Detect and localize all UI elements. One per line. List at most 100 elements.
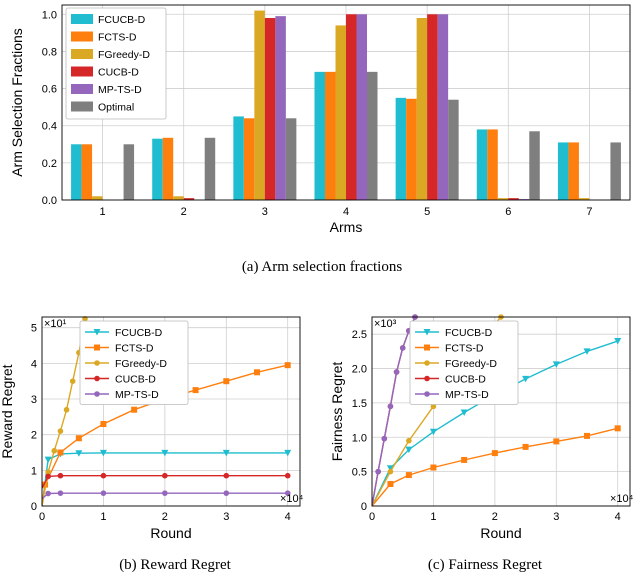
bar xyxy=(314,71,325,200)
legend-label: MP-TS-D xyxy=(445,389,489,401)
bar xyxy=(162,137,174,200)
legend-swatch xyxy=(71,84,93,94)
data-point xyxy=(223,378,230,385)
bar xyxy=(243,118,255,200)
x-tick-label: 1 xyxy=(430,511,436,523)
data-point xyxy=(522,443,529,450)
bar xyxy=(476,129,488,200)
data-point xyxy=(583,348,591,355)
y-tick-label: 3 xyxy=(31,394,37,406)
bar xyxy=(356,14,367,200)
data-point xyxy=(161,449,169,457)
data-point xyxy=(461,456,468,463)
y-tick-label: 5 xyxy=(31,323,37,335)
legend-label: Optimal xyxy=(98,102,134,114)
bar xyxy=(395,97,407,200)
data-point xyxy=(375,468,381,475)
legend-label: MP-TS-D xyxy=(115,389,159,401)
data-point xyxy=(75,450,83,457)
bar xyxy=(416,18,428,200)
x-tick-label: 2 xyxy=(162,511,168,523)
data-point xyxy=(284,472,291,479)
y-axis-label: Fairness Regret xyxy=(329,362,345,462)
bar xyxy=(123,144,135,200)
bar xyxy=(71,144,82,200)
x-tick-label: 7 xyxy=(586,206,592,218)
y-tick-label: 1.5 xyxy=(352,398,367,410)
data-point xyxy=(45,490,51,497)
data-point xyxy=(553,438,560,445)
bar xyxy=(81,144,93,200)
data-point xyxy=(522,375,530,383)
bar xyxy=(406,98,417,200)
bar xyxy=(610,142,621,200)
x-axis-label: Round xyxy=(480,525,521,541)
data-point xyxy=(552,361,560,368)
x-tick-label: 2 xyxy=(492,511,498,523)
legend-box xyxy=(79,320,189,405)
legend-label: FCTS-D xyxy=(98,32,137,44)
bar xyxy=(529,131,540,200)
x-scale-label: ×10⁴ xyxy=(280,493,304,505)
bar xyxy=(152,138,163,200)
legend-label: FGreedy-D xyxy=(115,358,167,370)
legend-label: MP-TS-D xyxy=(98,84,142,96)
y-tick-label: 1 xyxy=(31,465,37,477)
series-line xyxy=(372,317,416,506)
data-point xyxy=(405,472,412,479)
data-point xyxy=(584,432,590,439)
x-tick-label: 1 xyxy=(100,206,106,218)
bar xyxy=(487,129,498,200)
y-tick-label: 0 xyxy=(31,501,37,513)
data-point xyxy=(386,465,394,472)
y-tick-label: 0.8 xyxy=(42,46,57,58)
data-point xyxy=(614,338,622,345)
data-point xyxy=(57,449,64,456)
data-point xyxy=(284,490,291,496)
y-tick-label: 0.4 xyxy=(42,121,57,133)
y-tick-label: 0.0 xyxy=(42,195,57,207)
data-point xyxy=(51,447,58,454)
data-point xyxy=(99,449,107,457)
x-tick-label: 6 xyxy=(505,206,511,218)
x-scale-label: ×10⁴ xyxy=(610,493,634,505)
y-tick-label: 2.5 xyxy=(352,329,367,341)
y-tick-label: 0.5 xyxy=(352,467,367,479)
data-point xyxy=(254,369,260,376)
data-point xyxy=(399,345,406,351)
legend-swatch xyxy=(71,101,93,112)
data-point xyxy=(387,468,394,475)
y-scale-label: ×10³ xyxy=(374,318,397,330)
data-point xyxy=(162,490,168,496)
x-tick-label: 5 xyxy=(424,206,430,218)
data-point xyxy=(284,362,291,369)
data-point xyxy=(223,490,230,496)
legend-label: FCTS-D xyxy=(445,343,484,355)
y-tick-label: 0.6 xyxy=(42,84,57,96)
x-tick-label: 4 xyxy=(285,511,291,523)
series-line xyxy=(372,427,618,506)
caption-c: (c) Fairness Regret xyxy=(427,557,543,573)
legend-swatch xyxy=(71,49,93,59)
data-point xyxy=(381,435,388,442)
y-tick-label: 1.0 xyxy=(352,432,367,444)
y-tick-label: 0.2 xyxy=(42,158,57,170)
legend-label: FCUCB-D xyxy=(98,14,146,26)
x-axis-label: Arms xyxy=(330,219,363,235)
x-tick-label: 3 xyxy=(262,206,268,218)
x-axis-label: Round xyxy=(150,525,191,541)
data-point xyxy=(387,481,394,488)
bar xyxy=(448,99,459,200)
bar xyxy=(275,16,286,201)
x-tick-label: 0 xyxy=(369,511,375,523)
bar xyxy=(497,198,509,200)
y-scale-label: ×10¹ xyxy=(44,318,67,330)
data-point xyxy=(75,435,82,442)
data-point xyxy=(460,409,468,417)
legend-marker xyxy=(94,391,100,397)
y-axis-label: Reward Regret xyxy=(0,364,15,458)
bar xyxy=(204,137,216,200)
legend-label: CUCB-D xyxy=(98,67,139,79)
legend-label: FCUCB-D xyxy=(445,327,493,339)
